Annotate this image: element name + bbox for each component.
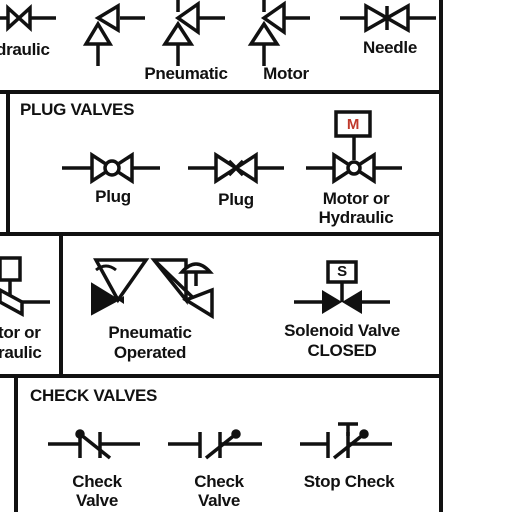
pneumatic-operated-label-2: Operated [113, 343, 187, 362]
check-label-1b: Valve [76, 491, 118, 510]
check-valve-1 [48, 429, 140, 460]
plug-label-hydraulic: Hydraulic [318, 208, 394, 227]
plug-label-1: Plug [95, 187, 131, 206]
pneumatic-operated-label-1: Pneumatic [108, 323, 192, 342]
needle-valve-symbol [340, 2, 436, 34]
check-valve-2 [168, 429, 262, 460]
plug-label-2: Plug [218, 190, 254, 209]
top-label-motor: Motor [263, 64, 309, 83]
solenoid-label-1: Solenoid Valve [284, 321, 400, 340]
plug-valve-2 [188, 151, 284, 185]
motor-actuator-box [334, 110, 372, 138]
middle-left-label-1: tor or [0, 323, 41, 342]
pneumatic-angle-valve-1 [82, 2, 145, 66]
top-label-pneumatic: Pneumatic [144, 64, 228, 83]
pneumatic-operated-valve-2 [150, 258, 214, 320]
pneumatic-operated-valve-1 [91, 258, 150, 316]
plug-valve-1 [62, 151, 160, 185]
plug-actuator-letter: M [346, 116, 360, 133]
middle-left-label-2: raulic [0, 343, 42, 362]
solenoid-actuator-box [326, 260, 358, 284]
top-label-needle: Needle [363, 38, 417, 57]
check-label-1a: Check [72, 472, 122, 491]
left-partial-motor-valve [0, 256, 50, 317]
hydraulic-valve-partial [0, 4, 56, 32]
solenoid-valve-closed [294, 260, 390, 314]
check-label-2a: Check [194, 472, 244, 491]
solenoid-label-2: CLOSED [307, 341, 377, 360]
plug-label-motor-or: Motor or [322, 189, 390, 208]
solenoid-actuator-letter: S [337, 263, 347, 280]
plug-valves-heading: PLUG VALVES [20, 100, 135, 119]
check-label-2b: Valve [198, 491, 240, 510]
pneumatic-angle-valve-2 [161, 0, 225, 66]
motor-plug-valve [306, 110, 402, 185]
check-valves-heading: CHECK VALVES [30, 386, 158, 405]
top-label-hydraulic: draulic [0, 40, 50, 59]
stop-check-label: Stop Check [303, 472, 395, 491]
motor-angle-valve [247, 0, 310, 66]
stop-check-valve [300, 422, 392, 460]
